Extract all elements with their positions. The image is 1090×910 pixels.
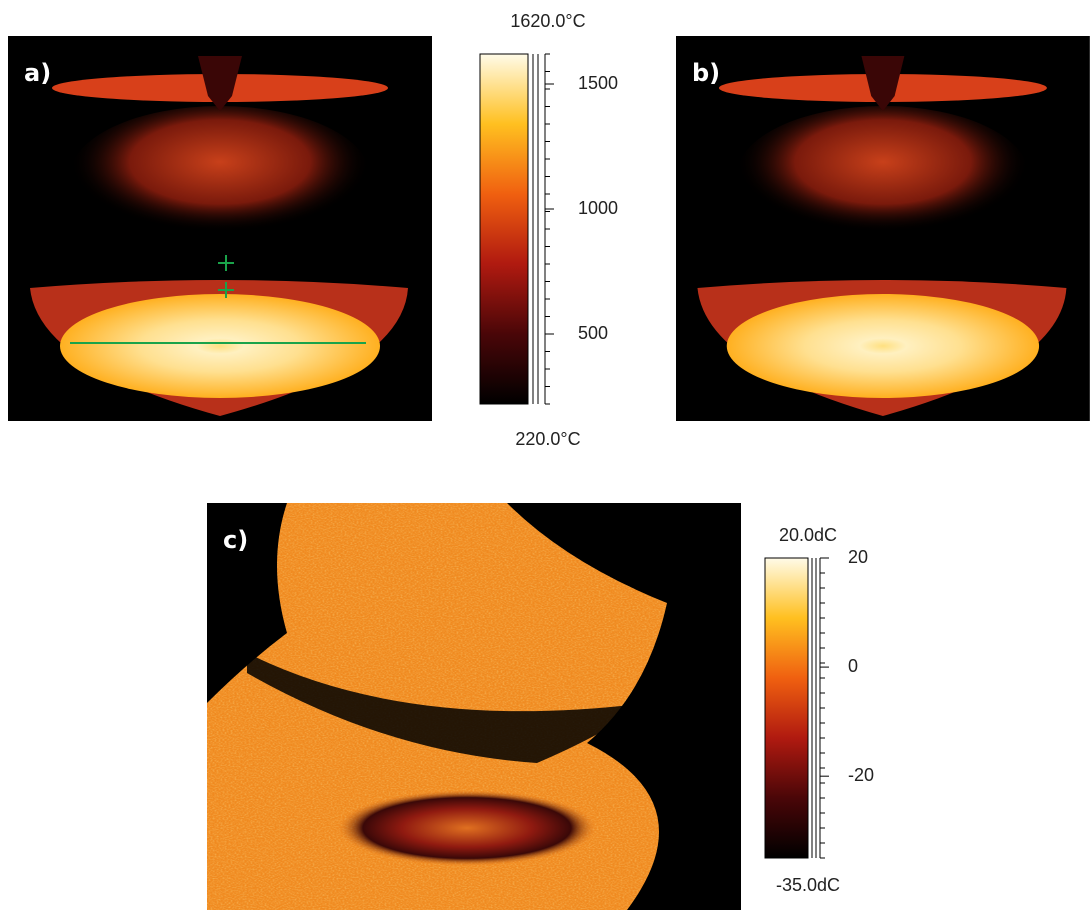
colorbar-min: 220.0°C [515, 429, 580, 449]
tick-label: 1000 [578, 198, 618, 218]
tick-label: 20 [848, 547, 868, 567]
colorbar-max: 1620.0°C [510, 11, 585, 31]
thermal-image-b: b) [676, 36, 1090, 421]
colorbar: 1620.0°C 220.0°C 500 1000 1500 [480, 11, 618, 449]
tick-label: 500 [578, 323, 608, 343]
colorbar-min: -35.0dC [776, 875, 840, 895]
colorbar-max: 20.0dC [779, 525, 837, 545]
colorbar-frame [812, 558, 820, 858]
thermal-image-a: a) [8, 36, 432, 421]
tick-label: 1500 [578, 73, 618, 93]
tick-label: -20 [848, 765, 874, 785]
panel-label: b) [692, 59, 720, 87]
difference-image-c: c) [207, 503, 741, 910]
colorbar: 20.0dC -35.0dC 20 0 -20 [765, 525, 874, 895]
panel-label: a) [24, 59, 51, 87]
colorbar-frame [533, 54, 545, 404]
panel-label: c) [223, 526, 248, 554]
figure: a) b) c) 1620.0°C 220.0°C 500 1000 1500 20… [0, 0, 1090, 910]
colorbar-gradient [480, 54, 528, 404]
colorbar-gradient [765, 558, 808, 858]
tick-label: 0 [848, 656, 858, 676]
